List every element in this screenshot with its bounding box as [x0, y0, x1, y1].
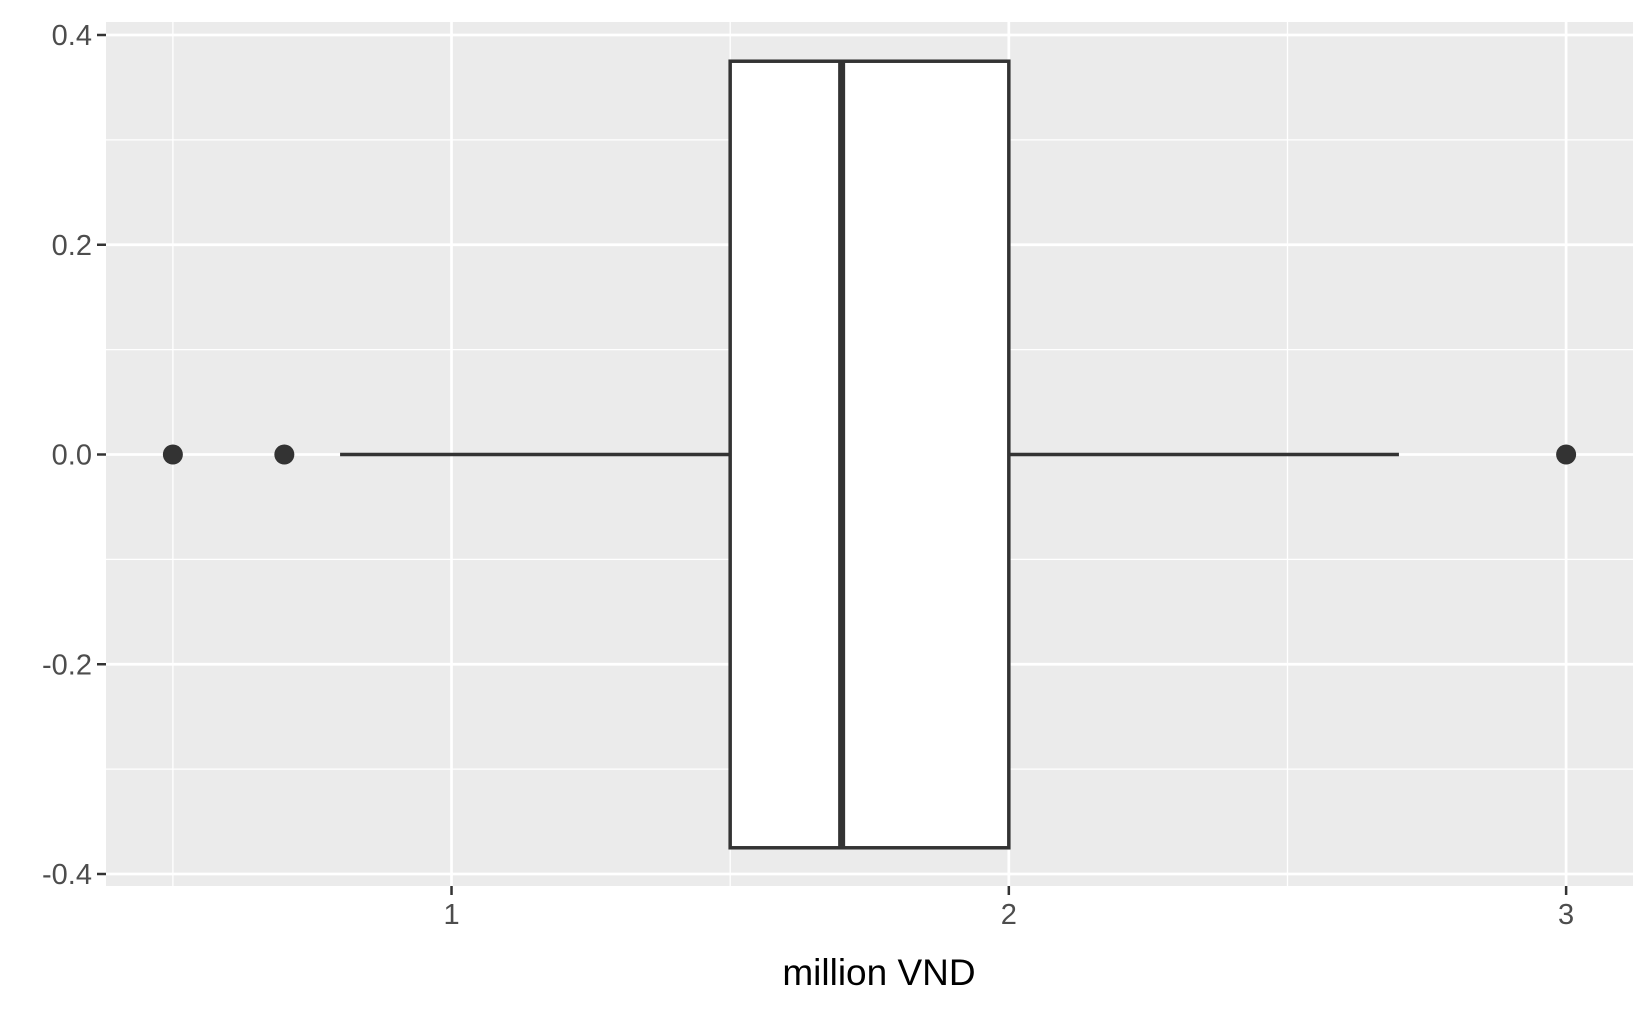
interquartile-box [728, 59, 1011, 850]
x-axis-title: million VND [782, 952, 975, 993]
y-axis: -0.4 -0.2 0.0 0.2 0.4 [42, 20, 106, 891]
outlier-point [1556, 444, 1577, 465]
x-axis: 1 2 3 [443, 886, 1574, 931]
x-tick-label: 1 [443, 899, 459, 931]
y-tick-label: 0.4 [52, 20, 92, 52]
y-tick-label: -0.2 [42, 649, 92, 681]
outlier-point [274, 444, 295, 465]
y-tick-label: -0.4 [42, 859, 92, 891]
x-tick-label: 2 [1001, 899, 1017, 931]
outlier-point [162, 444, 183, 465]
x-tick-label: 3 [1558, 899, 1574, 931]
boxplot-marks [162, 59, 1577, 850]
y-tick-label: 0.2 [52, 230, 92, 262]
y-tick-label: 0.0 [52, 440, 92, 472]
